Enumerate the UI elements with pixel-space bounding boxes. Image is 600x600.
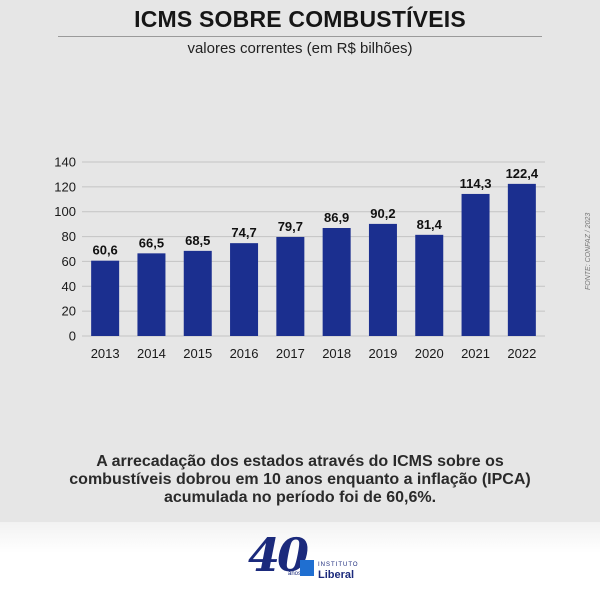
x-tick-label: 2018 bbox=[322, 346, 351, 361]
bar bbox=[322, 227, 351, 336]
bar bbox=[183, 250, 212, 336]
logo-liberal: Liberal bbox=[318, 569, 355, 581]
bar bbox=[91, 260, 120, 336]
x-tick-label: 2015 bbox=[183, 346, 212, 361]
logo-40: 40 bbox=[248, 528, 309, 582]
caption-line-3: acumulada no período foi de 60,6%. bbox=[163, 489, 437, 506]
instituto-liberal-logo: 40 anos INSTITUTO Liberal bbox=[248, 528, 368, 590]
data-label: 90,2 bbox=[370, 206, 395, 221]
title-divider bbox=[58, 36, 542, 37]
x-tick-label: 2013 bbox=[91, 346, 120, 361]
x-tick-label: 2019 bbox=[368, 346, 397, 361]
logo-square-icon bbox=[300, 560, 314, 576]
footer: 40 anos INSTITUTO Liberal bbox=[0, 522, 600, 600]
y-tick-label: 20 bbox=[62, 304, 76, 319]
caption-line-1: A arrecadação dos estados através do ICM… bbox=[96, 453, 504, 470]
y-tick-label: 100 bbox=[54, 204, 76, 219]
x-tick-label: 2022 bbox=[507, 346, 536, 361]
data-label: 122,4 bbox=[506, 166, 539, 181]
y-tick-label: 60 bbox=[62, 254, 76, 269]
data-label: 60,6 bbox=[92, 243, 117, 258]
data-label: 86,9 bbox=[324, 210, 349, 225]
x-tick-label: 2016 bbox=[230, 346, 259, 361]
bar bbox=[461, 193, 490, 336]
bar bbox=[368, 223, 397, 336]
data-label: 74,7 bbox=[231, 225, 256, 240]
x-tick-label: 2021 bbox=[461, 346, 490, 361]
data-label: 66,5 bbox=[139, 235, 164, 250]
data-label: 114,3 bbox=[460, 176, 492, 191]
chart-card: ICMS SOBRE COMBUSTÍVEIS valores corrente… bbox=[0, 6, 600, 507]
chart-title: ICMS SOBRE COMBUSTÍVEIS bbox=[134, 6, 466, 32]
x-tick-label: 2014 bbox=[137, 346, 166, 361]
y-tick-label: 40 bbox=[62, 279, 76, 294]
y-tick-label: 140 bbox=[54, 155, 76, 170]
bar bbox=[507, 183, 536, 336]
bar bbox=[415, 234, 444, 336]
bar-chart: 0 20 40 60 80 100 120 140 60,6 2013 66,5 2014 68,5 20… bbox=[54, 155, 545, 361]
x-tick-label: 2017 bbox=[276, 346, 305, 361]
caption-line-2: combustíveis dobrou em 10 anos enquanto … bbox=[69, 471, 531, 488]
bar bbox=[276, 236, 305, 336]
chart-subtitle: valores correntes (em R$ bilhões) bbox=[187, 40, 413, 57]
bar bbox=[137, 253, 166, 336]
data-label: 68,5 bbox=[185, 233, 210, 248]
y-tick-label: 120 bbox=[54, 179, 76, 194]
data-label: 81,4 bbox=[417, 217, 443, 232]
x-tick-label: 2020 bbox=[415, 346, 444, 361]
caption: A arrecadação dos estados através do ICM… bbox=[0, 453, 600, 507]
bar bbox=[230, 243, 259, 336]
data-label: 79,7 bbox=[278, 219, 303, 234]
logo-instituto: INSTITUTO bbox=[318, 562, 359, 568]
y-tick-label: 80 bbox=[62, 229, 76, 244]
y-tick-label: 0 bbox=[69, 329, 76, 344]
source-note: FONTE: CONFAZ / 2023 bbox=[585, 212, 592, 290]
logo-anos: anos bbox=[288, 571, 302, 577]
